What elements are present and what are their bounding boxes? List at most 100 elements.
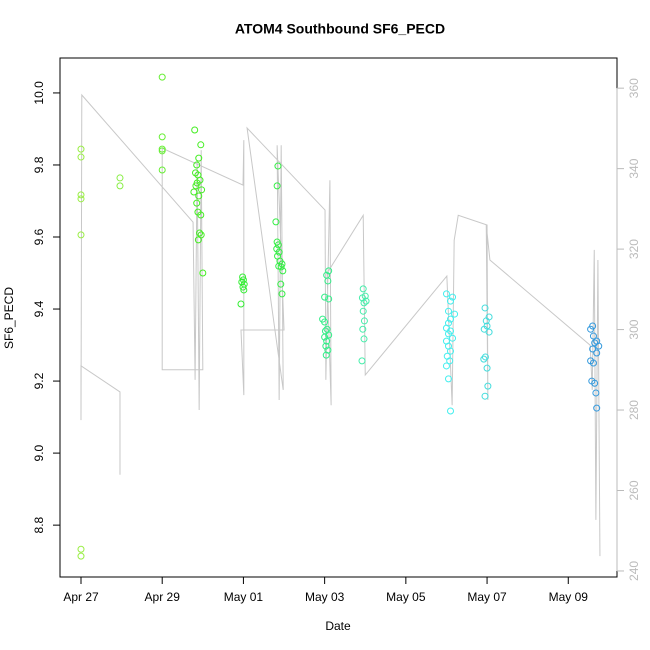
data-point — [190, 188, 198, 196]
x-tick-label: Apr 27 — [63, 590, 99, 604]
data-point — [589, 345, 597, 353]
data-point — [449, 293, 457, 301]
data-point — [158, 133, 166, 141]
data-point — [195, 192, 203, 200]
data-point — [359, 307, 367, 315]
data-point — [362, 297, 370, 305]
data-point — [485, 328, 493, 336]
data-point — [322, 342, 330, 350]
data-point — [360, 317, 368, 325]
data-point — [273, 182, 281, 190]
data-point — [360, 299, 368, 307]
data-point — [196, 229, 204, 237]
data-point — [324, 277, 332, 285]
data-point — [77, 145, 85, 153]
data-point — [442, 290, 450, 298]
data-point — [481, 392, 489, 400]
data-point — [589, 359, 597, 367]
data-point — [595, 342, 603, 350]
data-point — [77, 195, 85, 203]
data-point — [274, 162, 282, 170]
data-point — [116, 174, 124, 182]
data-point — [277, 263, 285, 271]
data-point — [325, 331, 333, 339]
data-point — [359, 285, 367, 293]
data-point — [360, 335, 368, 343]
data-point — [587, 325, 595, 333]
y2-tick-label: 240 — [627, 561, 641, 581]
data-point — [447, 315, 455, 323]
data-point — [446, 357, 454, 365]
data-point — [321, 333, 329, 341]
data-point — [447, 347, 455, 355]
data-point — [593, 404, 601, 412]
data-point — [194, 236, 202, 244]
y2-tick-label: 280 — [627, 400, 641, 420]
data-point — [239, 283, 247, 291]
x-tick-label: May 01 — [224, 590, 264, 604]
data-point — [591, 379, 599, 387]
data-point — [198, 186, 206, 194]
y-tick-label: 9.8 — [32, 156, 46, 173]
x-axis-label: Date — [325, 619, 351, 633]
data-point — [116, 182, 124, 190]
data-point — [482, 317, 490, 325]
chart-title: ATOM4 Southbound SF6_PECD — [235, 21, 445, 37]
data-point — [278, 290, 286, 298]
data-point — [274, 241, 282, 249]
y-tick-label: 9.4 — [32, 300, 46, 317]
y2-tick-label: 260 — [627, 480, 641, 500]
data-point — [195, 154, 203, 162]
data-point — [193, 161, 201, 169]
y-axis-label: SF6_PECD — [2, 287, 16, 349]
data-point — [279, 267, 287, 275]
data-point — [449, 334, 457, 342]
data-point — [593, 349, 601, 357]
data-point — [192, 182, 200, 190]
data-point — [323, 337, 331, 345]
data-point — [199, 269, 207, 277]
y2-tick-label: 360 — [627, 78, 641, 98]
data-point — [484, 382, 492, 390]
data-point — [77, 545, 85, 553]
data-point — [240, 286, 248, 294]
data-point — [158, 73, 166, 81]
x-tick-label: May 07 — [467, 590, 507, 604]
y-tick-label: 9.6 — [32, 228, 46, 245]
data-point — [359, 325, 367, 333]
data-point — [239, 273, 247, 281]
x-tick-label: Apr 29 — [145, 590, 181, 604]
data-point — [444, 375, 452, 383]
y-tick-label: 8.8 — [32, 516, 46, 533]
y-tick-label: 9.0 — [32, 444, 46, 461]
data-point — [193, 199, 201, 207]
data-point — [277, 280, 285, 288]
data-point — [77, 552, 85, 560]
x-tick-label: May 05 — [386, 590, 426, 604]
data-point — [239, 276, 247, 284]
data-point — [451, 310, 459, 318]
data-point — [158, 166, 166, 174]
data-point — [480, 355, 488, 363]
data-point — [444, 330, 452, 338]
data-point — [481, 353, 489, 361]
data-point — [77, 231, 85, 239]
y2-tick-label: 300 — [627, 319, 641, 339]
data-point — [322, 351, 330, 359]
data-point — [321, 318, 329, 326]
data-point — [442, 362, 450, 370]
data-point — [324, 346, 332, 354]
data-point — [325, 267, 333, 275]
data-point — [275, 248, 283, 256]
data-point — [592, 389, 600, 397]
data-point — [272, 218, 280, 226]
data-point — [197, 211, 205, 219]
data-point — [483, 364, 491, 372]
data-point — [321, 293, 329, 301]
y-tick-label: 10.0 — [32, 81, 46, 105]
data-point — [358, 357, 366, 365]
data-point — [77, 191, 85, 199]
data-point — [481, 304, 489, 312]
